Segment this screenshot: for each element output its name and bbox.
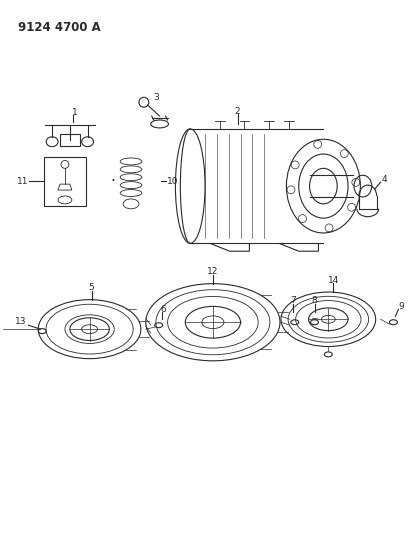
Text: 13: 13 [15,317,26,326]
Text: 9124 4700 A: 9124 4700 A [18,21,100,34]
Text: 4: 4 [382,175,387,184]
Text: 3: 3 [153,93,159,102]
Bar [60,134,80,146]
Text: 5: 5 [89,284,95,292]
Text: 9: 9 [398,302,404,311]
Text: ·: · [111,174,116,189]
Text: 2: 2 [235,107,240,116]
Text: 6: 6 [161,305,166,314]
Text: 11: 11 [17,176,28,185]
Text: 10: 10 [167,176,178,185]
Bar [44,157,85,206]
Text: 1: 1 [72,108,78,117]
Text: 7: 7 [290,296,296,305]
Text: 14: 14 [328,276,339,285]
Text: 12: 12 [207,268,219,276]
Text: 8: 8 [312,296,317,305]
